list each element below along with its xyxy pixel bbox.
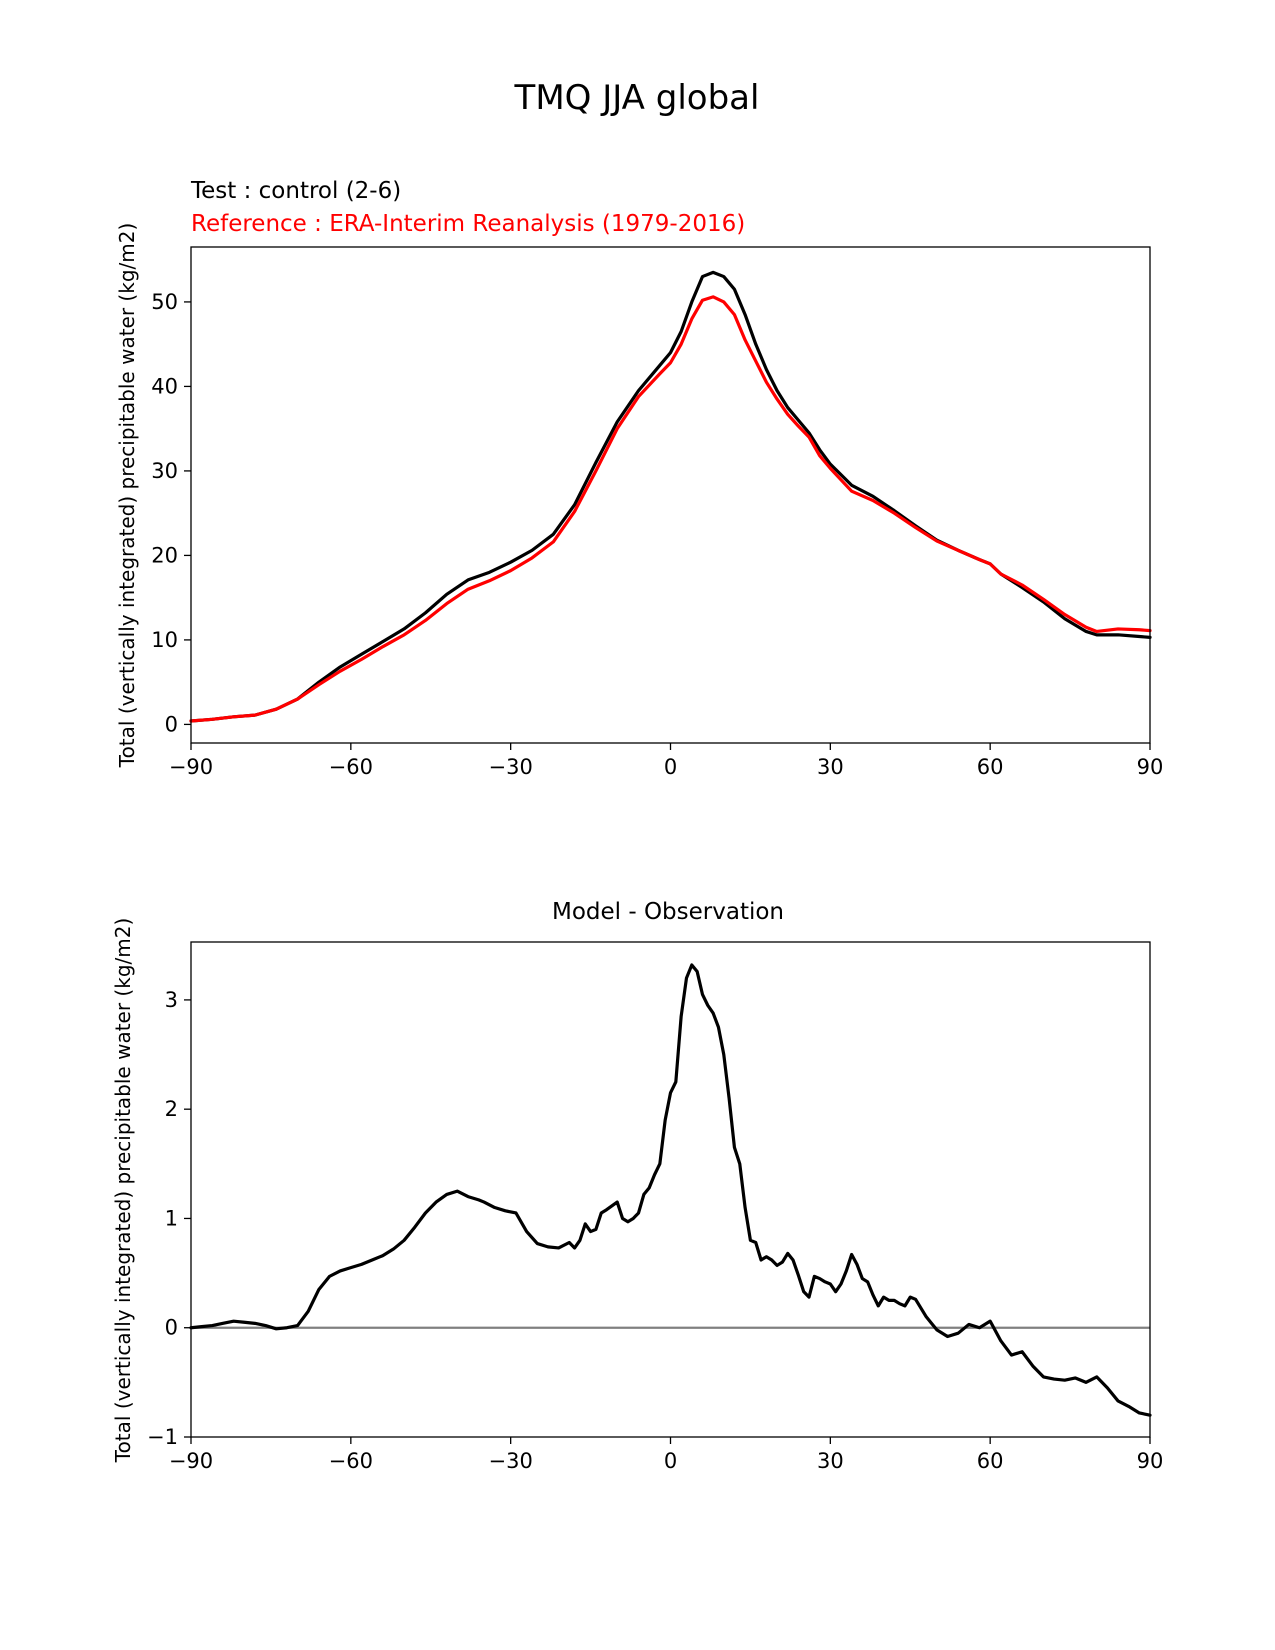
y-tick-label: 3 bbox=[165, 988, 178, 1012]
figure-title: TMQ JJA global bbox=[514, 78, 760, 118]
y-tick-label: −1 bbox=[147, 1425, 178, 1449]
y-tick-label: 2 bbox=[165, 1097, 178, 1121]
x-tick-label: −90 bbox=[169, 755, 213, 779]
y-tick-label: 30 bbox=[151, 459, 178, 483]
bottom-y-axis-label: Total (vertically integrated) precipitab… bbox=[111, 918, 135, 1464]
reference-label: Reference : ERA-Interim Reanalysis (1979… bbox=[191, 211, 745, 237]
x-tick-label: −90 bbox=[169, 1449, 213, 1473]
x-tick-label: −30 bbox=[489, 1449, 533, 1473]
bottom-plot-area: −90 −60 −30 0 30 60 90 −1 0 1 2 3 bbox=[147, 941, 1164, 1473]
x-tick-label: −60 bbox=[329, 1449, 373, 1473]
top-plot-area: −90 −60 −30 0 30 60 90 0 10 20 30 40 50 bbox=[151, 246, 1164, 779]
y-tick-label: 0 bbox=[165, 1316, 178, 1340]
y-tick-label: 40 bbox=[151, 374, 178, 398]
top-panel: Test : control (2-6) Reference : ERA-Int… bbox=[115, 178, 1163, 779]
y-tick-label: 1 bbox=[165, 1206, 178, 1230]
x-tick-label: −60 bbox=[329, 755, 373, 779]
x-tick-label: 30 bbox=[817, 755, 844, 779]
x-tick-label: 0 bbox=[664, 755, 677, 779]
bottom-panel: Model - Observation Total (vertically in… bbox=[111, 899, 1163, 1473]
bottom-panel-title: Model - Observation bbox=[552, 899, 784, 925]
x-tick-label: 30 bbox=[817, 1449, 844, 1473]
x-tick-label: 90 bbox=[1137, 1449, 1164, 1473]
x-tick-label: 60 bbox=[977, 1449, 1004, 1473]
test-label: Test : control (2-6) bbox=[190, 178, 401, 204]
x-tick-label: −30 bbox=[489, 755, 533, 779]
axes-frame bbox=[190, 941, 1151, 1438]
series-line-model-observation bbox=[189, 963, 1152, 1417]
axes-frame bbox=[190, 246, 1151, 744]
series-line-test bbox=[189, 270, 1152, 723]
y-tick-label: 0 bbox=[165, 712, 178, 736]
x-tick-label: 90 bbox=[1137, 755, 1164, 779]
y-tick-label: 10 bbox=[151, 628, 178, 652]
series-line-reference bbox=[189, 295, 1152, 723]
y-tick-label: 50 bbox=[151, 290, 178, 314]
top-y-axis-label: Total (vertically integrated) precipitab… bbox=[115, 223, 139, 769]
x-tick-label: 0 bbox=[664, 1449, 677, 1473]
y-tick-label: 20 bbox=[151, 543, 178, 567]
x-tick-label: 60 bbox=[977, 755, 1004, 779]
